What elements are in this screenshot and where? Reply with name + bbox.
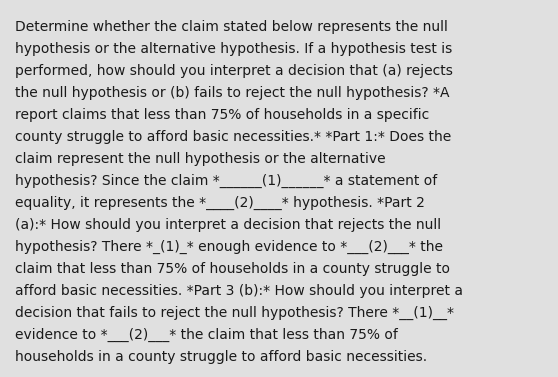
Text: Determine whether the claim stated below represents the null: Determine whether the claim stated below… [15, 20, 448, 34]
Text: evidence to *___(2)___* the claim that less than 75% of: evidence to *___(2)___* the claim that l… [15, 328, 398, 342]
Text: afford basic necessities. *Part 3 (b):* How should you interpret a: afford basic necessities. *Part 3 (b):* … [15, 284, 463, 298]
Text: hypothesis or the alternative hypothesis. If a hypothesis test is: hypothesis or the alternative hypothesis… [15, 42, 452, 56]
Text: claim represent the null hypothesis or the alternative: claim represent the null hypothesis or t… [15, 152, 386, 166]
Text: hypothesis? Since the claim *______(1)______* a statement of: hypothesis? Since the claim *______(1)__… [15, 174, 437, 188]
Text: decision that fails to reject the null hypothesis? There *__(1)__*: decision that fails to reject the null h… [15, 306, 454, 320]
Text: claim that less than 75% of households in a county struggle to: claim that less than 75% of households i… [15, 262, 450, 276]
Text: hypothesis? There *_(1)_* enough evidence to *___(2)___* the: hypothesis? There *_(1)_* enough evidenc… [15, 240, 443, 254]
Text: (a):* How should you interpret a decision that rejects the null: (a):* How should you interpret a decisio… [15, 218, 441, 232]
Text: households in a county struggle to afford basic necessities.: households in a county struggle to affor… [15, 350, 427, 364]
Text: performed, how should you interpret a decision that (a) rejects: performed, how should you interpret a de… [15, 64, 453, 78]
Text: report claims that less than 75% of households in a specific: report claims that less than 75% of hous… [15, 108, 429, 122]
Text: county struggle to afford basic necessities.* *Part 1:* Does the: county struggle to afford basic necessit… [15, 130, 451, 144]
Text: the null hypothesis or (b) fails to reject the null hypothesis? *A: the null hypothesis or (b) fails to reje… [15, 86, 450, 100]
Text: equality, it represents the *____(2)____* hypothesis. *Part 2: equality, it represents the *____(2)____… [15, 196, 425, 210]
